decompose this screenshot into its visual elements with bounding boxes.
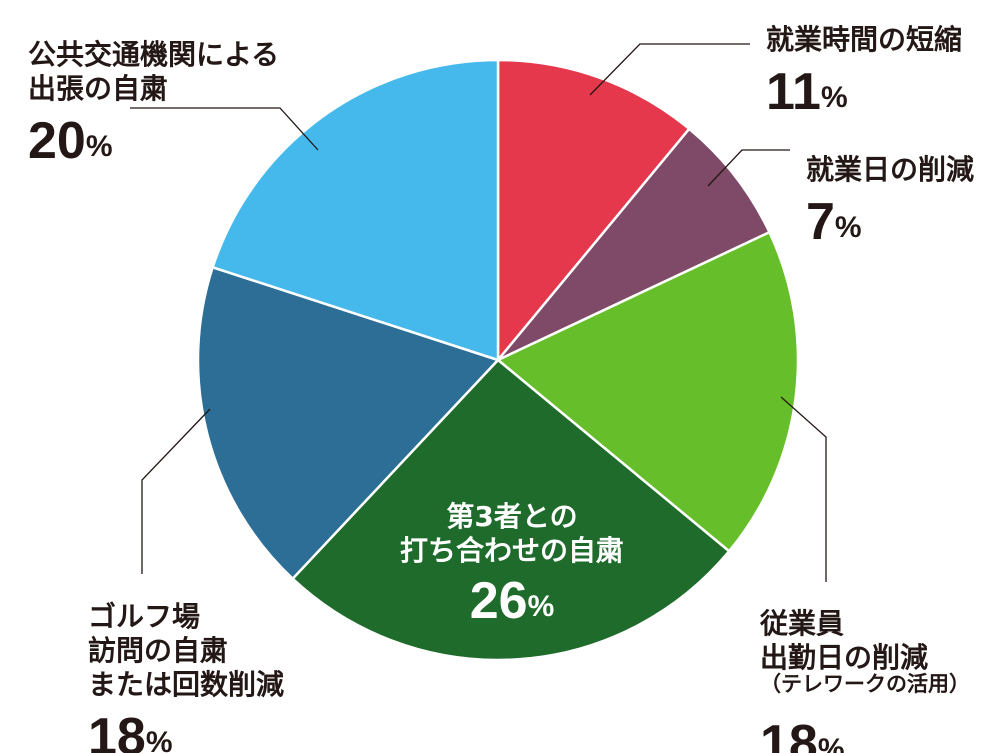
- pie-slice-0: [496, 58, 691, 364]
- leader-lines: [130, 43, 827, 582]
- leader-line-2: [780, 396, 827, 582]
- leader-line-0: [589, 43, 750, 96]
- pie-slice-2: [495, 230, 800, 553]
- slice-label-line: 出勤日の削減: [760, 641, 928, 674]
- slice-label-line: 訪問の自粛: [88, 634, 228, 667]
- slice-label-line: 打ち合わせの自粛: [400, 534, 624, 567]
- slice-label-line: または回数削減: [88, 668, 284, 701]
- slice-percent: 7%: [806, 193, 862, 251]
- slice-label-line: 従業員: [759, 607, 844, 640]
- slice-label-line: 就業時間の短縮: [766, 23, 962, 56]
- leader-line-5: [130, 107, 319, 151]
- slice-percent: 18%: [88, 708, 173, 753]
- slice-percent: 18%: [760, 715, 845, 753]
- slice-percent: 26%: [470, 572, 555, 630]
- slice-label-line: 公共交通機関による: [28, 38, 279, 71]
- pie-slice-3: [290, 358, 731, 662]
- pie-slice-1: [497, 127, 772, 362]
- slice-label-line: （テレワークの活用）: [760, 672, 970, 696]
- slice-label-1: 就業日の削減 7%: [806, 153, 974, 251]
- slice-label-line: 就業日の削減: [806, 153, 974, 186]
- slice-percent: 20%: [28, 112, 113, 170]
- slice-label-0: 就業時間の短縮 11%: [766, 23, 962, 121]
- slice-percent: 11%: [766, 63, 848, 121]
- pie-slices: [196, 58, 800, 662]
- pie-slice-4: [196, 265, 501, 581]
- slice-label-line: 出張の自粛: [28, 72, 168, 105]
- leader-line-1: [707, 149, 790, 187]
- slice-label-line: ゴルフ場: [88, 600, 200, 633]
- slice-label-line: 第3者との: [446, 500, 577, 533]
- leader-line-4: [141, 408, 211, 574]
- pie-slice-5: [211, 58, 500, 362]
